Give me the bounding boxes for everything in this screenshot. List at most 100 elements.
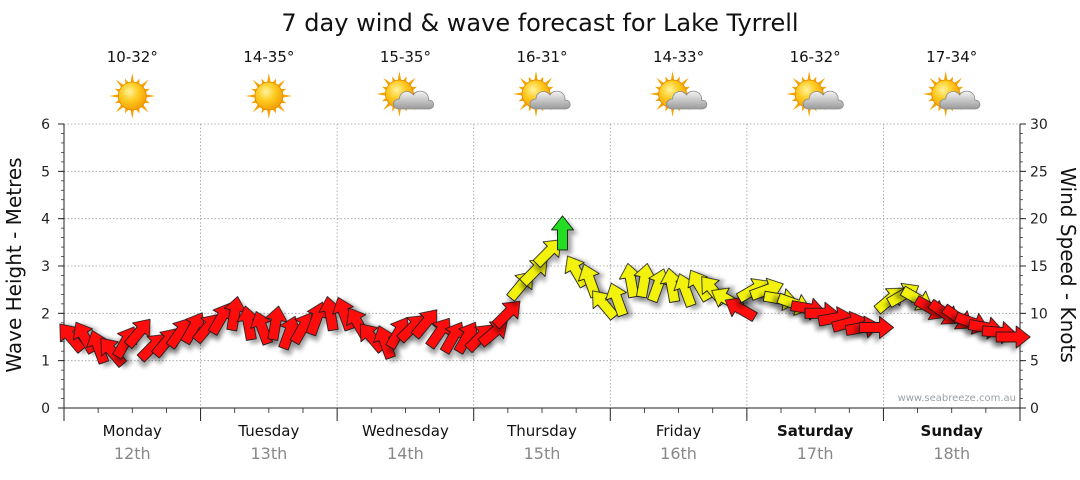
- sun-ray: [282, 94, 292, 98]
- wind-arrow: [995, 325, 1031, 349]
- cloud-body: [802, 90, 844, 110]
- sun-ray: [681, 77, 689, 86]
- day-date-label: 15th: [524, 444, 561, 463]
- sun-ray: [130, 109, 134, 119]
- sun-disc: [117, 81, 147, 111]
- x-axis-labels: Monday 12th Tuesday 13th Wednesday 14th Thursd…: [103, 422, 983, 463]
- day-date-label: 13th: [250, 444, 287, 463]
- y-tick-label-left: 1: [41, 354, 50, 370]
- sun-ray: [929, 77, 938, 86]
- sun-shape: [109, 73, 156, 119]
- axes: 0 1 2 3 4 5 6 0 5 10 15 20 25 30: [41, 117, 1048, 421]
- sun-ray: [277, 79, 286, 88]
- sun-ray: [376, 92, 386, 96]
- sun-ray: [383, 77, 391, 86]
- watermark: www.seabreeze.com.au: [898, 393, 1016, 404]
- sun-ray: [109, 94, 119, 98]
- y-tick-label-right: 5: [1030, 354, 1039, 370]
- day-temp-range: 10-32°: [107, 48, 158, 66]
- cloud-shape: [802, 90, 844, 110]
- sun-ray: [944, 107, 948, 117]
- wind-arrow: [410, 309, 438, 340]
- y-tick-label-right: 20: [1030, 212, 1048, 228]
- wind-arrow: [532, 239, 562, 268]
- sun-ray: [140, 79, 149, 88]
- cloud-shape: [666, 90, 708, 110]
- sun-ray: [649, 92, 659, 96]
- chart-title: 7 day wind & wave forecast for Lake Tyrr…: [281, 9, 798, 37]
- day-name-label: Friday: [656, 422, 702, 440]
- sun-cloud-icon: [513, 71, 571, 117]
- sun-ray: [792, 102, 801, 111]
- sun-ray: [513, 92, 523, 96]
- sun-ray: [544, 77, 553, 86]
- sun-ray: [116, 104, 124, 113]
- wind-arrow: [491, 300, 521, 330]
- cloud-body: [393, 90, 435, 110]
- day-temp-range: 14-33°: [653, 48, 704, 66]
- sun-ray: [954, 77, 962, 86]
- sun-ray: [792, 77, 801, 86]
- wind-arrows: [59, 215, 1031, 368]
- day-name-label: Wednesday: [362, 422, 449, 440]
- day-temp-range: 17-34°: [926, 48, 977, 66]
- sun-ray: [277, 104, 286, 113]
- day-temp-range: 14-35°: [243, 48, 294, 66]
- y-tick-label-right: 25: [1030, 164, 1048, 180]
- sun-icon: [109, 73, 156, 119]
- y-tick-label-left: 5: [41, 164, 50, 180]
- sun-ray: [519, 77, 528, 86]
- sun-ray: [656, 102, 664, 111]
- sun-cloud-icon: [649, 71, 708, 117]
- y-tick-label-left: 3: [41, 259, 50, 275]
- sun-ray: [807, 107, 811, 117]
- day-name-label: Sunday: [921, 422, 984, 440]
- y-tick-label-left: 4: [41, 212, 50, 228]
- wind-arrow: [250, 311, 273, 346]
- sun-ray: [267, 73, 271, 83]
- sun-ray: [929, 102, 938, 111]
- y-tick-label-left: 0: [41, 401, 50, 417]
- sun-ray: [383, 102, 391, 111]
- day-name-label: Thursday: [506, 422, 577, 440]
- day-temp-range: 16-32°: [790, 48, 841, 66]
- cloud-body: [529, 90, 571, 110]
- sun-ray: [670, 71, 675, 81]
- sun-ray: [408, 77, 416, 86]
- day-headers: 10-32° 14-35° 15-35° 16-31° 14-33° 16-32° 17-3…: [107, 48, 981, 119]
- y-tick-label-right: 30: [1030, 117, 1048, 133]
- sun-shape: [245, 73, 292, 119]
- sun-ray: [944, 71, 948, 81]
- day-date-label: 16th: [660, 444, 697, 463]
- sun-ray: [146, 94, 156, 98]
- sun-ray: [130, 73, 134, 83]
- sun-cloud-icon: [376, 71, 435, 117]
- sun-ray: [267, 109, 271, 119]
- sun-cloud-icon: [786, 71, 844, 117]
- cloud-shape: [393, 90, 435, 110]
- sun-ray: [786, 92, 796, 96]
- wind-arrow: [859, 316, 895, 339]
- sun-ray: [252, 79, 261, 88]
- sun-ray: [252, 104, 261, 113]
- day-name-label: Monday: [103, 422, 162, 440]
- y-tick-label-right: 15: [1030, 259, 1048, 275]
- y-tick-label-left: 6: [41, 117, 50, 133]
- y-tick-label-right: 10: [1030, 306, 1048, 322]
- day-name-label: Saturday: [777, 422, 854, 440]
- sun-ray: [656, 77, 664, 86]
- day-temp-range: 15-35°: [380, 48, 431, 66]
- wind-arrow: [605, 282, 629, 318]
- day-date-label: 12th: [114, 444, 151, 463]
- sun-ray: [817, 77, 826, 86]
- cloud-body: [939, 90, 981, 110]
- day-date-label: 18th: [933, 444, 970, 463]
- sun-ray: [140, 104, 149, 113]
- sun-ray: [534, 107, 538, 117]
- sun-ray: [922, 92, 932, 96]
- day-temp-range: 16-31°: [516, 48, 567, 66]
- y-axis-right-label: Wind Speed - Knots: [1056, 167, 1080, 363]
- cloud-shape: [529, 90, 571, 110]
